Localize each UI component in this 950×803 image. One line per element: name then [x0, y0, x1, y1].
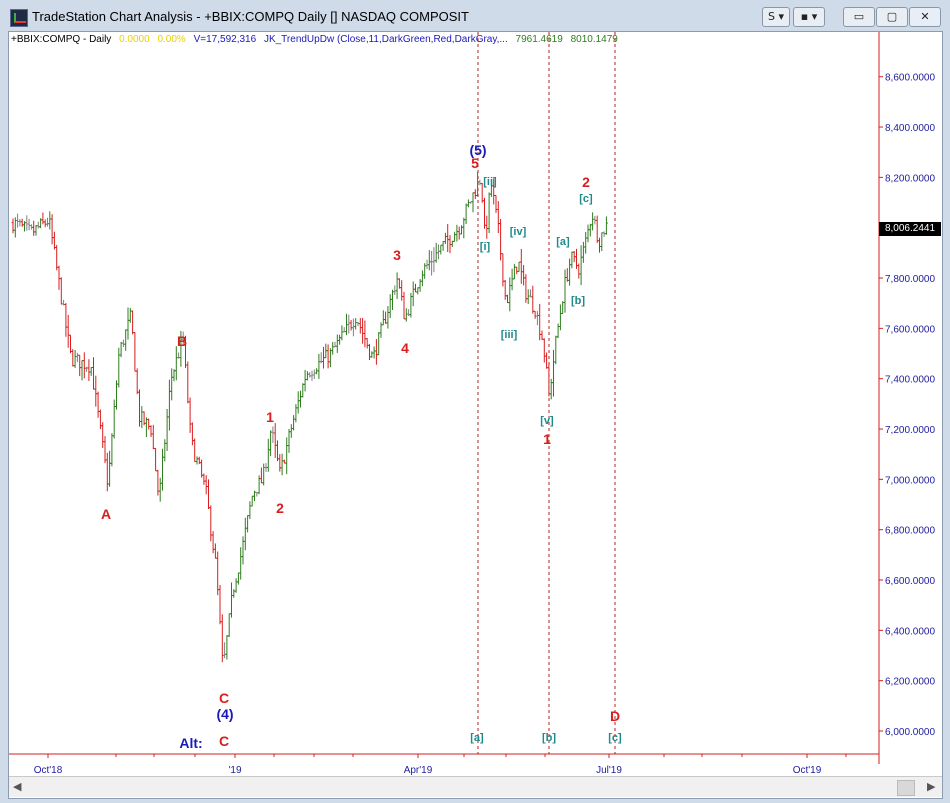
wave-label: 4: [401, 340, 409, 356]
y-tick-label: 8,600.0000: [885, 73, 935, 84]
wave-label: [iii]: [501, 329, 518, 341]
wave-label: 3: [393, 247, 401, 263]
wave-label: 2: [276, 500, 284, 516]
last-price-label: 8,006.2441: [879, 222, 941, 236]
wave-label: 1: [543, 431, 551, 447]
x-tick-label: Jul'19: [596, 765, 622, 776]
x-tick-label: '19: [228, 765, 241, 776]
x-tick-label: Oct'19: [793, 765, 822, 776]
y-tick-label: 6,400.0000: [885, 626, 935, 637]
restore-button[interactable]: ▢: [876, 7, 908, 27]
chart-window: +BBIX:COMPQ - Daily 0.0000 0.00% V=17,59…: [8, 31, 943, 799]
wave-label: Alt:: [179, 735, 202, 751]
indicator-value-1: 7961.4619: [515, 34, 563, 45]
y-tick-label: 7,000.0000: [885, 475, 935, 486]
y-tick-label: 8,400.0000: [885, 123, 935, 134]
y-tick-label: 7,200.0000: [885, 425, 935, 436]
wave-label: B: [177, 333, 187, 349]
horizontal-scrollbar[interactable]: ◀ ▶: [9, 776, 942, 797]
x-tick-label: Oct'18: [34, 765, 63, 776]
price-chart[interactable]: 8,600.00008,400.00008,200.00008,000.0000…: [9, 32, 942, 776]
title-bar: TradeStation Chart Analysis - +BBIX:COMP…: [0, 0, 950, 32]
tool-menu-button[interactable]: ▪ ▾: [793, 7, 825, 27]
x-tick-label: Apr'19: [404, 765, 433, 776]
indicator-label: JK_TrendUpDw (Close,11,DarkGreen,Red,Dar…: [263, 34, 508, 45]
y-tick-label: 7,400.0000: [885, 375, 935, 386]
wave-label: [a]: [470, 732, 484, 744]
wave-label: 2: [582, 174, 590, 190]
tradestation-app-icon: [10, 9, 28, 27]
change-value: 0.0000: [119, 34, 150, 45]
status-line: +BBIX:COMPQ - Daily 0.0000 0.00% V=17,59…: [11, 34, 623, 45]
close-button[interactable]: ✕: [909, 7, 941, 27]
wave-label: A: [101, 506, 111, 522]
wave-label: C: [219, 690, 229, 706]
wave-label: [c]: [608, 732, 622, 744]
window-title: TradeStation Chart Analysis - +BBIX:COMP…: [32, 9, 469, 24]
y-tick-label: 6,200.0000: [885, 677, 935, 688]
wave-label: [i]: [480, 241, 491, 253]
y-tick-label: 8,200.0000: [885, 173, 935, 184]
scroll-thumb[interactable]: [897, 780, 915, 796]
wave-label: 1: [266, 409, 274, 425]
symbol-label: +BBIX:COMPQ - Daily: [11, 34, 112, 45]
y-tick-label: 7,600.0000: [885, 324, 935, 335]
y-tick-label: 7,800.0000: [885, 274, 935, 285]
wave-label: (5): [469, 142, 486, 158]
change-percent: 0.00%: [157, 34, 186, 45]
wave-label: [b]: [542, 732, 556, 744]
wave-label: [ii]: [483, 176, 497, 188]
wave-label: C: [219, 733, 229, 749]
minimize-button[interactable]: ▭: [843, 7, 875, 27]
wave-label: [a]: [556, 236, 570, 248]
wave-label: D: [610, 708, 620, 724]
wave-label: [c]: [579, 193, 593, 205]
wave-label: 5: [471, 155, 479, 171]
y-tick-label: 6,000.0000: [885, 727, 935, 738]
s-menu-button[interactable]: S ▾: [762, 7, 790, 27]
indicator-value-2: 8010.1479: [570, 34, 618, 45]
wave-label: [v]: [540, 415, 554, 427]
y-tick-label: 6,800.0000: [885, 526, 935, 537]
wave-label: [iv]: [510, 226, 527, 238]
volume-value: V=17,592,316: [193, 34, 257, 45]
scroll-left-icon[interactable]: ◀: [13, 781, 22, 793]
wave-label: (4): [216, 706, 233, 722]
scroll-right-icon[interactable]: ▶: [927, 781, 936, 793]
wave-label: [b]: [571, 295, 585, 307]
y-tick-label: 6,600.0000: [885, 576, 935, 587]
